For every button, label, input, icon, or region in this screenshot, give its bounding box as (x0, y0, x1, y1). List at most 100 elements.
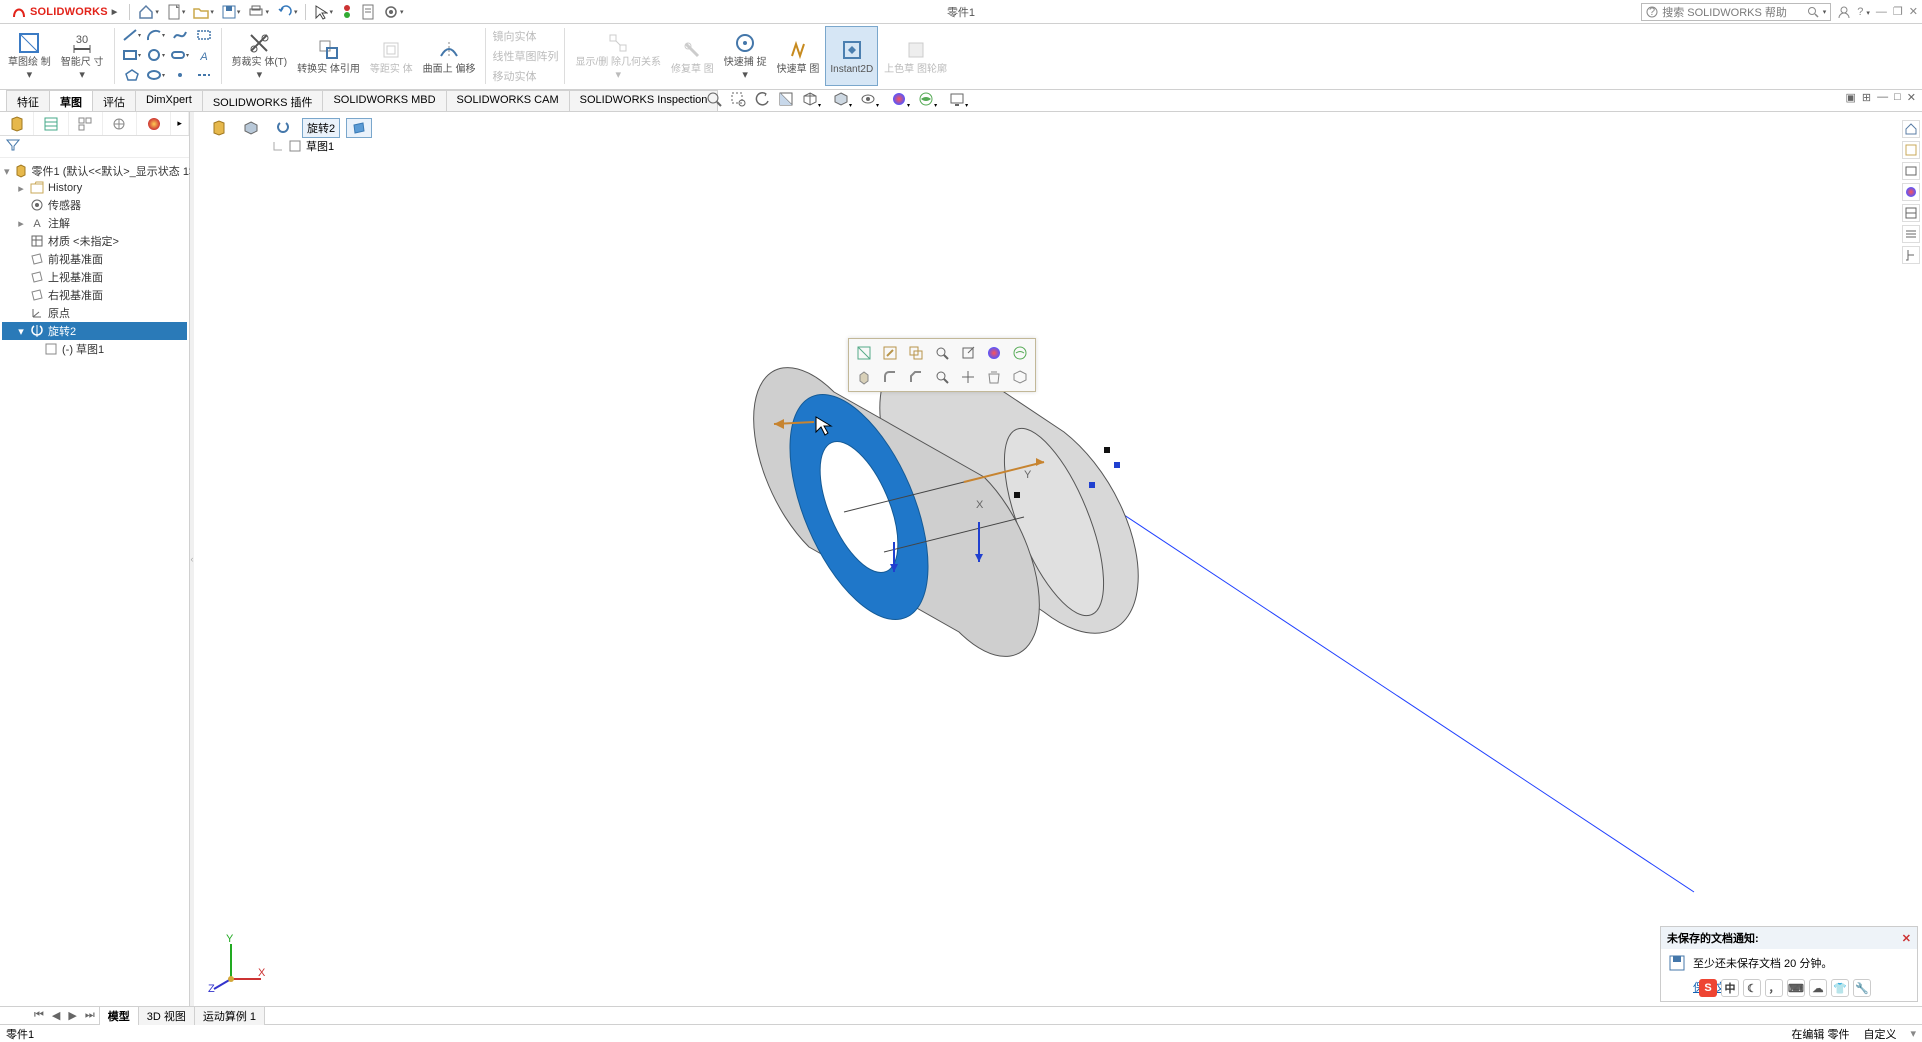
minimize-button[interactable]: — (1876, 6, 1887, 18)
rail-appearances-button[interactable] (1902, 204, 1920, 222)
ctx-extrude-button[interactable] (852, 366, 876, 388)
ctx-normal-to-button[interactable] (956, 342, 980, 364)
ctx-fillet-button[interactable] (878, 366, 902, 388)
view-tab-model[interactable]: 模型 (99, 1006, 139, 1025)
ctx-body-button[interactable] (1008, 366, 1032, 388)
graphics-viewport[interactable]: 旋转2 草图1 (194, 112, 1922, 1006)
trim-button[interactable]: 剪裁实 体(T)▾ (228, 26, 292, 86)
previous-view-button[interactable] (752, 90, 772, 111)
cmdtab-feature[interactable]: 特征 (6, 90, 50, 111)
menu-open-button[interactable]: ▾ (189, 5, 218, 19)
search-dropdown-icon[interactable]: ▾ (1823, 8, 1827, 16)
menu-undo-button[interactable]: ▾ (273, 5, 302, 19)
slot-tool[interactable]: ▾ (169, 46, 191, 64)
section-view-button[interactable] (776, 90, 796, 111)
search-input[interactable]: ? 搜索 SOLIDWORKS 帮助 ▾ (1641, 3, 1831, 21)
ctx-chamfer-button[interactable] (904, 366, 928, 388)
help-menu-button[interactable]: ? ▾ (1857, 6, 1870, 18)
tree-material[interactable]: 材质 <未指定> (2, 232, 187, 250)
view-tab-motion[interactable]: 运动算例 1 (194, 1006, 265, 1025)
zoom-to-area-button[interactable] (728, 90, 748, 111)
convert-button[interactable]: 转换实 体引用 (293, 26, 364, 86)
text-tool[interactable]: A (193, 46, 215, 64)
polygon-tool[interactable] (121, 66, 143, 84)
restore-button[interactable]: ❐ (1893, 5, 1903, 18)
viewport-maximize-button[interactable]: □ (1894, 91, 1901, 104)
rail-home-button[interactable] (1902, 120, 1920, 138)
tab-nav-last[interactable]: ⏭ (81, 1009, 99, 1022)
cmdtab-addins[interactable]: SOLIDWORKS 插件 (202, 90, 324, 111)
manager-more-tab[interactable]: ▸ (171, 112, 189, 135)
ctx-more-button[interactable] (1008, 342, 1032, 364)
cmdtab-evaluate[interactable]: 评估 (92, 90, 136, 111)
ctx-sketch-button[interactable] (852, 342, 876, 364)
display-style-button[interactable]: ▾ (831, 90, 854, 111)
menu-options-button[interactable]: ▾ (379, 4, 408, 20)
rail-explorer-button[interactable] (1902, 162, 1920, 180)
viewport-newwin-button[interactable]: ▣ (1846, 91, 1856, 104)
instant2d-button[interactable]: Instant2D (825, 26, 878, 86)
tree-sketch1[interactable]: (-) 草图1 (2, 340, 187, 358)
smart-dimension-button[interactable]: 30 智能尺 寸▾ (57, 26, 108, 86)
zoom-to-fit-button[interactable] (704, 90, 724, 111)
notify-close-button[interactable]: ✕ (1902, 932, 1911, 945)
close-button[interactable]: ✕ (1909, 5, 1918, 18)
cmdtab-inspection[interactable]: SOLIDWORKS Inspection (569, 90, 719, 111)
rail-library-button[interactable] (1902, 141, 1920, 159)
ctx-shell-button[interactable] (930, 366, 954, 388)
view-settings-button[interactable]: ▾ (947, 90, 970, 111)
tree-annotations[interactable]: ▸A注解 (2, 214, 187, 232)
ctx-delete-button[interactable] (982, 366, 1006, 388)
view-tab-3dview[interactable]: 3D 视图 (138, 1006, 195, 1025)
ctx-zoom-button[interactable] (930, 342, 954, 364)
ime-punct-icon[interactable]: ， (1765, 979, 1783, 997)
ime-bar[interactable]: S 中 ☾ ， ⌨ ☁ 👕 🔧 (1699, 979, 1871, 997)
display-manager-tab[interactable] (137, 112, 171, 135)
cmdtab-dimxpert[interactable]: DimXpert (135, 90, 203, 111)
configuration-manager-tab[interactable] (69, 112, 103, 135)
expand-icon[interactable]: ▾ (4, 165, 10, 178)
tab-nav-next[interactable]: ▶ (64, 1009, 80, 1022)
menu-save-button[interactable]: ▾ (218, 5, 245, 19)
spline-tool[interactable] (169, 26, 191, 44)
sketch-button[interactable]: 草图绘 制▾ (4, 26, 55, 86)
menu-select-button[interactable]: ▾ (310, 4, 337, 20)
hide-show-button[interactable]: ▾ (858, 90, 881, 111)
user-icon[interactable] (1837, 5, 1851, 19)
surface-offset-button[interactable]: 曲面上 偏移 (419, 26, 480, 86)
ime-moon-icon[interactable]: ☾ (1743, 979, 1761, 997)
menu-new-button[interactable]: ▾ (163, 4, 190, 20)
ime-lang-button[interactable]: 中 (1721, 979, 1739, 997)
menu-rebuild-button[interactable] (337, 4, 357, 20)
ctx-appearance-button[interactable] (982, 342, 1006, 364)
centerline-tool[interactable] (193, 66, 215, 84)
view-triad[interactable]: Y X Z (206, 934, 266, 994)
tree-front-plane[interactable]: 前视基准面 (2, 250, 187, 268)
logo-dropdown-icon[interactable]: ▶ (112, 8, 118, 16)
quick-snap-button[interactable]: 快速捕 捉▾ (720, 26, 771, 86)
cmdtab-sketch[interactable]: 草图 (49, 90, 93, 111)
rect-tool[interactable] (193, 26, 215, 44)
property-manager-tab[interactable] (34, 112, 68, 135)
cmdtab-mbd[interactable]: SOLIDWORKS MBD (322, 90, 446, 111)
ime-skin-icon[interactable]: 👕 (1831, 979, 1849, 997)
rapid-sketch-button[interactable]: 快速草 图 (773, 26, 824, 86)
menu-doc-button[interactable] (357, 4, 379, 20)
viewport-split-button[interactable]: ⊞ (1862, 91, 1871, 104)
arc-tool[interactable]: ▾ (145, 26, 167, 44)
tab-nav-first[interactable]: ⏮ (30, 1009, 48, 1022)
ctx-select-other-button[interactable] (904, 342, 928, 364)
feature-manager-tab[interactable] (0, 112, 34, 135)
tree-sensors[interactable]: 传感器 (2, 196, 187, 214)
cmdtab-cam[interactable]: SOLIDWORKS CAM (446, 90, 570, 111)
menu-print-button[interactable]: ▾ (244, 5, 273, 19)
rectangle-tool[interactable]: ▾ (121, 46, 143, 64)
ime-settings-icon[interactable]: 🔧 (1853, 979, 1871, 997)
tree-root[interactable]: ▾ 零件1 (默认<<默认>_显示状态 1>) (2, 162, 187, 180)
viewport-close-button[interactable]: ✕ (1907, 91, 1916, 104)
point-tool[interactable] (169, 66, 191, 84)
tree-right-plane[interactable]: 右视基准面 (2, 286, 187, 304)
tree-top-plane[interactable]: 上视基准面 (2, 268, 187, 286)
rail-custom-button[interactable] (1902, 225, 1920, 243)
ctx-move-button[interactable] (956, 366, 980, 388)
